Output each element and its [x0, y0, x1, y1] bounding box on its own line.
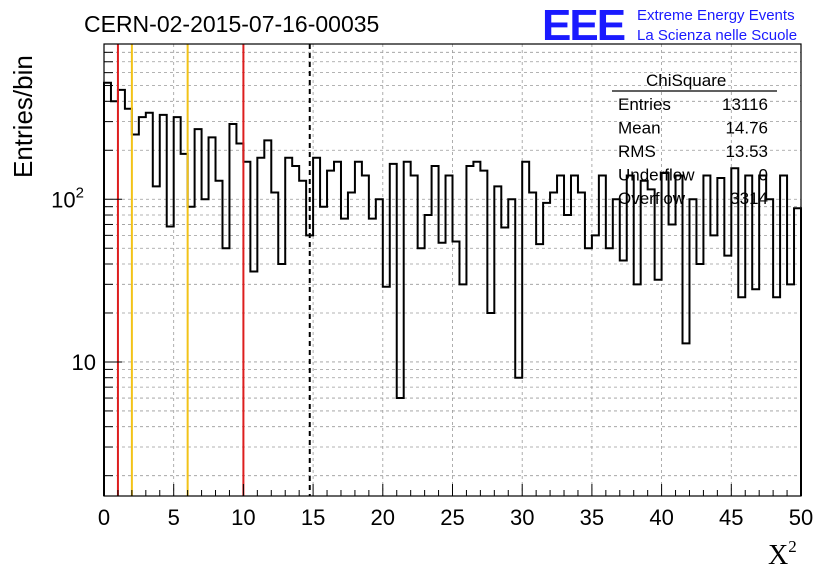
- y-axis-ticks: 10 102: [51, 43, 122, 477]
- stats-label: RMS: [618, 142, 656, 161]
- eee-logo: EEE: [542, 1, 625, 50]
- stats-title: ChiSquare: [646, 71, 726, 90]
- y-tick-label: 102: [51, 184, 84, 212]
- x-tick-label: 20: [371, 505, 395, 530]
- x-tick-label: 45: [719, 505, 743, 530]
- x-tick-label: 15: [301, 505, 325, 530]
- stats-box: ChiSquare Entries 13116 Mean 14.76 RMS 13.53 U…: [612, 71, 777, 208]
- chart-title: CERN-02-2015-07-16-00035: [84, 11, 379, 37]
- x-axis-label: X2: [768, 537, 797, 571]
- stats-label: Overflow: [618, 189, 686, 208]
- x-tick-label: 5: [168, 505, 180, 530]
- stats-label: Underflow: [618, 166, 695, 185]
- x-axis-ticks: 0 5 10 15 20 25 30 35 40 45 50: [98, 484, 813, 530]
- logo-line1: Extreme Energy Events: [637, 7, 795, 24]
- histogram-outline: [103, 81, 802, 496]
- x-tick-label: 40: [649, 505, 673, 530]
- y-axis-label: Entries/bin: [8, 55, 38, 178]
- x-tick-label: 35: [580, 505, 604, 530]
- stats-label: Entries: [618, 95, 671, 114]
- stats-value: 13116: [722, 95, 768, 114]
- x-tick-label: 50: [789, 505, 813, 530]
- x-tick-label: 10: [231, 505, 255, 530]
- x-tick-label: 25: [440, 505, 464, 530]
- histogram-bins: [103, 81, 802, 496]
- logo-line2: La Scienza nelle Scuole: [637, 27, 797, 44]
- x-tick-label: 30: [510, 505, 534, 530]
- stats-value: 3314: [730, 189, 768, 208]
- stats-label: Mean: [618, 119, 661, 138]
- stats-value: 0: [759, 166, 768, 185]
- marker-lines: [116, 44, 311, 496]
- x-tick-label: 0: [98, 505, 110, 530]
- stats-value: 13.53: [725, 142, 768, 161]
- stats-value: 14.76: [725, 119, 768, 138]
- y-tick-label: 10: [72, 350, 96, 375]
- grid-lines: [104, 43, 801, 496]
